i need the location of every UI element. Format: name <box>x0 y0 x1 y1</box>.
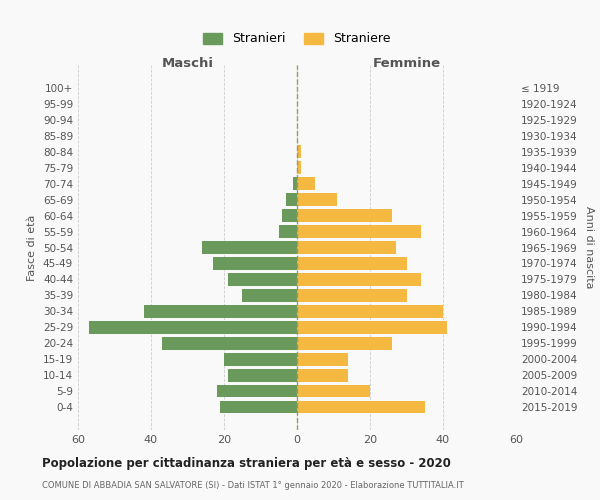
Bar <box>89 321 297 334</box>
Text: COMUNE DI ABBADIA SAN SALVATORE (SI) - Dati ISTAT 1° gennaio 2020 - Elaborazione: COMUNE DI ABBADIA SAN SALVATORE (SI) - D… <box>42 481 464 490</box>
Bar <box>297 289 407 302</box>
Bar <box>297 162 301 174</box>
Bar <box>297 194 337 206</box>
Bar <box>297 209 392 222</box>
Y-axis label: Fasce di età: Fasce di età <box>28 214 37 280</box>
Bar <box>279 225 297 238</box>
Bar <box>162 337 297 349</box>
Bar <box>202 241 297 254</box>
Bar <box>227 273 297 286</box>
Bar <box>224 353 297 366</box>
Bar <box>220 400 297 413</box>
Bar <box>144 305 297 318</box>
Bar <box>297 257 407 270</box>
Text: Femmine: Femmine <box>373 58 440 70</box>
Bar <box>297 273 421 286</box>
Bar <box>293 178 297 190</box>
Bar <box>283 209 297 222</box>
Bar <box>297 384 370 398</box>
Bar <box>227 368 297 382</box>
Bar <box>297 146 301 158</box>
Bar <box>297 353 348 366</box>
Bar <box>297 337 392 349</box>
Y-axis label: Anni di nascita: Anni di nascita <box>584 206 594 289</box>
Bar <box>213 257 297 270</box>
Legend: Stranieri, Straniere: Stranieri, Straniere <box>199 28 395 50</box>
Bar <box>242 289 297 302</box>
Bar <box>297 368 348 382</box>
Bar <box>297 178 315 190</box>
Bar <box>297 305 443 318</box>
Text: Maschi: Maschi <box>161 58 214 70</box>
Bar <box>297 225 421 238</box>
Bar <box>297 241 395 254</box>
Bar <box>286 194 297 206</box>
Bar <box>297 321 446 334</box>
Bar <box>297 400 425 413</box>
Text: Popolazione per cittadinanza straniera per età e sesso - 2020: Popolazione per cittadinanza straniera p… <box>42 458 451 470</box>
Bar <box>217 384 297 398</box>
